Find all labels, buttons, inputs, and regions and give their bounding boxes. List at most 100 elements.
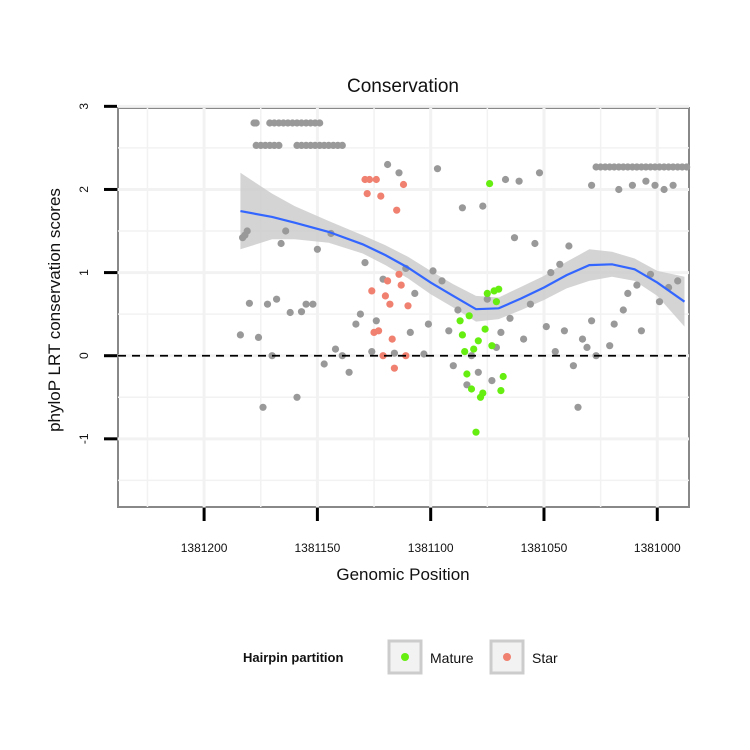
data-point-other xyxy=(420,350,428,358)
data-point-other xyxy=(637,327,646,335)
data-point-other xyxy=(574,403,582,411)
data-point-other xyxy=(669,181,677,189)
data-point-other xyxy=(390,349,398,357)
data-point-other xyxy=(352,320,360,328)
data-point-other xyxy=(429,267,437,275)
data-point-other xyxy=(615,185,623,194)
x-tick-label: 1381150 xyxy=(294,541,340,555)
data-point-mature xyxy=(458,331,466,339)
data-point-other xyxy=(488,377,496,385)
data-point-other xyxy=(569,362,578,370)
data-point-other xyxy=(619,306,627,314)
data-point-other xyxy=(497,328,505,336)
data-point-other xyxy=(320,360,328,368)
data-point-mature xyxy=(465,312,473,320)
legend-key-mature xyxy=(387,639,423,675)
data-point-other xyxy=(286,308,294,317)
data-point-other xyxy=(384,160,392,169)
trend-line xyxy=(240,210,686,311)
legend-label-mature: Mature xyxy=(430,650,474,666)
data-point-star xyxy=(372,175,380,184)
data-point-star xyxy=(381,292,389,300)
data-point-mature xyxy=(479,389,487,397)
confidence-ribbon xyxy=(240,172,685,327)
data-point-other xyxy=(501,175,510,184)
data-point-star xyxy=(365,175,374,184)
data-point-star xyxy=(386,300,394,308)
axes: 1381200 1381150 1381100 1381050 1381000 3 2 1 0 -… xyxy=(77,103,681,555)
data-point-other xyxy=(438,277,446,285)
data-point-other xyxy=(535,169,544,177)
data-point-mature xyxy=(499,372,507,381)
data-point-star xyxy=(393,206,401,214)
data-point-other xyxy=(531,239,539,248)
data-point-other xyxy=(449,362,457,370)
data-point-other xyxy=(316,119,324,127)
confidence-band xyxy=(240,172,685,327)
legend-title: Hairpin partition xyxy=(243,650,343,665)
data-point-other xyxy=(683,163,691,171)
data-point-other xyxy=(277,239,285,248)
data-point-star xyxy=(368,287,376,295)
data-point-mature xyxy=(497,387,505,395)
data-point-other xyxy=(411,289,419,297)
data-point-other xyxy=(273,295,281,303)
data-point-other xyxy=(458,204,466,212)
data-point-other xyxy=(463,381,471,389)
y-tick-label: 1 xyxy=(77,269,91,276)
data-point-other xyxy=(483,295,491,303)
data-point-other xyxy=(236,331,244,339)
data-point-other xyxy=(624,289,632,297)
data-point-other xyxy=(674,277,682,285)
chart-title: Conservation xyxy=(347,76,459,97)
data-point-other xyxy=(331,345,340,353)
data-point-mature xyxy=(456,317,464,325)
data-point-other xyxy=(356,310,364,318)
data-point-other xyxy=(588,317,596,325)
y-axis-title: phyloP LRT conservation scores xyxy=(45,188,64,432)
data-point-other xyxy=(651,181,659,189)
data-point-other xyxy=(406,328,414,336)
data-point-other xyxy=(565,242,573,250)
y-tick-label: 2 xyxy=(77,186,91,193)
data-point-star xyxy=(404,302,412,310)
data-point-star xyxy=(388,335,396,343)
data-point-other xyxy=(338,141,346,149)
data-point-other xyxy=(526,300,535,308)
data-point-other xyxy=(556,260,564,268)
y-tick-label: 3 xyxy=(77,103,91,110)
y-tick-label: -1 xyxy=(77,433,91,444)
data-point-other xyxy=(479,202,487,210)
x-axis-title: Genomic Position xyxy=(336,565,469,584)
data-point-star xyxy=(379,352,387,360)
data-point-mature xyxy=(488,342,496,350)
data-point-mature xyxy=(463,370,471,378)
x-tick-label: 1381200 xyxy=(181,541,228,555)
data-point-other xyxy=(368,348,376,356)
legend: Hairpin partition Mature Star xyxy=(243,639,558,675)
data-point-other xyxy=(454,306,462,314)
data-point-other xyxy=(263,300,272,308)
data-point-other xyxy=(297,308,306,316)
data-point-mature xyxy=(467,385,476,393)
data-point-other xyxy=(551,348,559,356)
data-point-star xyxy=(399,180,408,189)
x-tick-label: 1381000 xyxy=(634,541,681,555)
data-point-other xyxy=(510,234,519,242)
data-point-other xyxy=(542,323,550,331)
data-point-other xyxy=(655,298,664,306)
data-point-other xyxy=(660,185,668,194)
data-point-mature xyxy=(486,180,494,188)
data-point-other xyxy=(642,177,650,185)
data-point-mature xyxy=(483,289,491,297)
plot-panel xyxy=(117,107,690,508)
data-point-other xyxy=(245,299,253,307)
data-point-other xyxy=(628,181,637,189)
data-point-other xyxy=(361,259,369,267)
data-point-other xyxy=(633,281,641,289)
data-point-other xyxy=(433,165,442,173)
data-point-other xyxy=(646,270,655,278)
data-point-other xyxy=(610,320,618,328)
data-point-other xyxy=(474,368,482,376)
